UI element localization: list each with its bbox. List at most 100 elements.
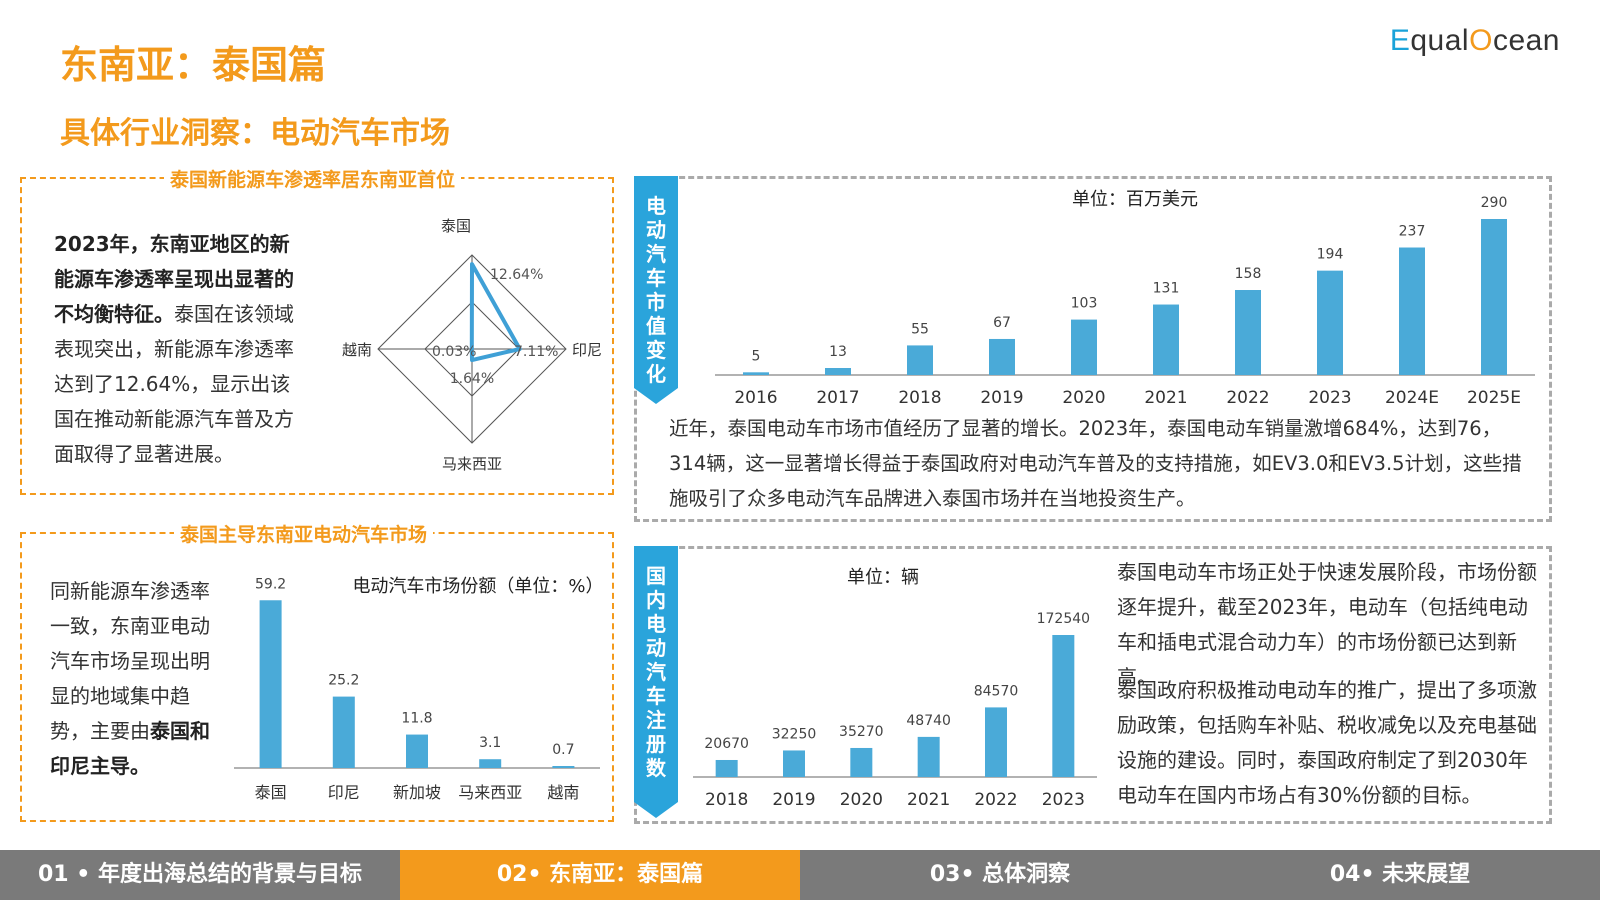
registration-tab-label: 国内电动汽车注册数	[646, 564, 666, 780]
market-share-panel: 泰国主导东南亚电动汽车市场 同新能源车渗透率一致，东南亚电动汽车市场呈现出明显的…	[20, 520, 614, 822]
bar-value-label: 5	[752, 348, 761, 364]
market-share-panel-title: 泰国主导东南亚电动汽车市场	[174, 520, 434, 547]
market-value-tab-arrow	[634, 388, 678, 404]
nav-item-future-outlook[interactable]: 04• 未来展望	[1200, 850, 1600, 900]
x-tick-label: 2021	[907, 790, 950, 810]
bar	[907, 345, 933, 375]
x-tick-label: 马来西亚	[458, 783, 522, 802]
x-tick-label: 越南	[547, 783, 579, 802]
market-value-tab-label: 电动汽车市值变化	[646, 194, 666, 386]
bar	[783, 750, 805, 777]
market-share-paragraph: 同新能源车渗透率一致，东南亚电动汽车市场呈现出明显的地域集中趋势，主要由泰国和印…	[50, 574, 222, 784]
bar-value-label: 48740	[906, 713, 951, 729]
market-share-paragraph-bold: 泰国和印尼主导。	[50, 719, 210, 778]
x-tick-label: 2020	[840, 790, 883, 810]
x-tick-label: 2019	[772, 790, 815, 810]
radar-category-label: 泰国	[441, 217, 471, 235]
registration-tab-arrow	[634, 802, 678, 818]
radar-category-label: 马来西亚	[442, 455, 502, 473]
bar	[1481, 219, 1507, 375]
bar	[1153, 304, 1179, 375]
x-tick-label: 新加坡	[393, 783, 441, 802]
bar	[743, 372, 769, 375]
bar-value-label: 290	[1481, 195, 1508, 211]
bar	[917, 736, 940, 777]
market-share-bar-chart: 59.2 泰国 25.2 印尼 11.8 新加坡 3.1 马来西亚 0.7 越南 电动汽车市场份额（…	[234, 576, 604, 802]
chart-title: 单位：百万美元	[1072, 189, 1198, 210]
bar-value-label: 13	[829, 344, 847, 360]
radar-category-label: 越南	[342, 341, 372, 359]
nav-item-background[interactable]: 01 • 年度出海总结的背景与目标	[0, 850, 400, 900]
bar-value-label: 11.8	[401, 711, 432, 727]
bar-value-label: 55	[911, 321, 929, 337]
bar-value-label: 25.2	[328, 673, 359, 689]
registration-panel: 20670 2018 32250 2019 35270 2020 48740 2021 8457…	[634, 546, 1552, 824]
penetration-paragraph-rest: 泰国在该领域表现突出，新能源车渗透率达到了12.64%，显示出该国在推动新能源汽…	[54, 302, 294, 466]
bar	[985, 707, 1007, 777]
x-tick-label: 2021	[1144, 388, 1187, 408]
radar-value-label: 1.64%	[450, 371, 494, 387]
x-tick-label: 2016	[734, 388, 777, 408]
x-tick-label: 2023	[1042, 790, 1085, 810]
nav-item-southeast-asia-thailand[interactable]: 02• 东南亚：泰国篇	[400, 850, 800, 900]
bar-value-label: 3.1	[479, 735, 501, 751]
x-tick-label: 2019	[980, 388, 1023, 408]
x-tick-label: 2018	[898, 388, 941, 408]
registration-paragraph-2: 泰国政府积极推动电动车的推广，提出了多项激励政策，包括购车补贴、税收减免以及充电…	[1117, 678, 1537, 807]
bar	[715, 759, 738, 777]
section-navigation: 01 • 年度出海总结的背景与目标 02• 东南亚：泰国篇 03• 总体洞察 0…	[0, 850, 1600, 900]
market-value-tab: 电动汽车市值变化	[634, 176, 678, 388]
registration-tab: 国内电动汽车注册数	[634, 546, 678, 802]
market-share-paragraph-plain: 同新能源车渗透率一致，东南亚电动汽车市场呈现出明显的地域集中趋势，主要由	[50, 579, 210, 743]
bar-value-label: 59.2	[255, 576, 286, 592]
x-tick-label: 2020	[1062, 388, 1105, 408]
chart-title: 电动汽车市场份额（单位：%）	[352, 576, 603, 597]
radar-series-polygon	[469, 262, 522, 363]
market-value-bar-chart: 5 2016 13 2017 55 2018 67 2019 103 2020 131 2021 158…	[715, 189, 1535, 408]
x-tick-label: 2022	[1226, 388, 1269, 408]
bar-value-label: 194	[1317, 247, 1344, 263]
market-value-paragraph: 近年，泰国电动车市场市值经历了显著的增长。2023年，泰国电动车销量激增684%…	[669, 417, 1522, 510]
bar	[406, 734, 428, 768]
radar-value-label: 0.03%	[432, 344, 476, 360]
bar	[1071, 319, 1097, 375]
registration-paragraph-1: 泰国电动车市场正处于快速发展阶段，市场份额逐年提升，截至2023年，电动车（包括…	[1117, 560, 1537, 689]
bar-value-label: 172540	[1037, 611, 1090, 627]
bar	[552, 766, 575, 768]
radar-category-label: 印尼	[572, 341, 602, 359]
bar-value-label: 131	[1153, 281, 1180, 297]
bar	[479, 759, 502, 768]
page-title: 东南亚：泰国篇	[60, 43, 327, 87]
bar	[259, 600, 282, 768]
penetration-paragraph-bold: 2023年，东南亚地区的新能源车渗透率呈现出显著的不均衡特征。	[54, 232, 294, 326]
bar-value-label: 67	[993, 315, 1011, 331]
x-tick-label: 2017	[816, 388, 859, 408]
bar-value-label: 20670	[704, 736, 749, 752]
x-tick-label: 2018	[705, 790, 748, 810]
bar-value-label: 103	[1071, 296, 1098, 312]
bar	[1052, 635, 1075, 777]
penetration-panel: 泰国新能源车渗透率居东南亚首位 2023年，东南亚地区的新能源车渗透率呈现出显著…	[20, 165, 614, 495]
market-value-panel: 5 2016 13 2017 55 2018 67 2019 103 2020 131 2021 158…	[634, 176, 1552, 522]
bar	[1317, 270, 1343, 375]
x-tick-label: 2025E	[1467, 388, 1521, 408]
bar	[1235, 290, 1261, 375]
penetration-panel-title: 泰国新能源车渗透率居东南亚首位	[164, 165, 462, 192]
bar	[825, 368, 851, 375]
x-tick-label: 2023	[1308, 388, 1351, 408]
bar-value-label: 84570	[974, 683, 1019, 699]
radar-value-label: 7.11%	[514, 344, 558, 360]
brand-logo: EqualOcean	[1389, 24, 1560, 57]
page-subtitle: 具体行业洞察：电动汽车市场	[60, 116, 450, 151]
nav-item-overall-insights[interactable]: 03• 总体洞察	[800, 850, 1200, 900]
radar-value-label: 12.64%	[490, 267, 543, 283]
chart-title: 单位：辆	[847, 567, 919, 588]
x-tick-label: 印尼	[328, 783, 360, 802]
x-tick-label: 2022	[974, 790, 1017, 810]
bar	[332, 696, 355, 768]
bar	[1399, 247, 1425, 375]
x-tick-label: 泰国	[255, 783, 287, 802]
bar	[989, 338, 1015, 375]
bar	[850, 747, 873, 777]
